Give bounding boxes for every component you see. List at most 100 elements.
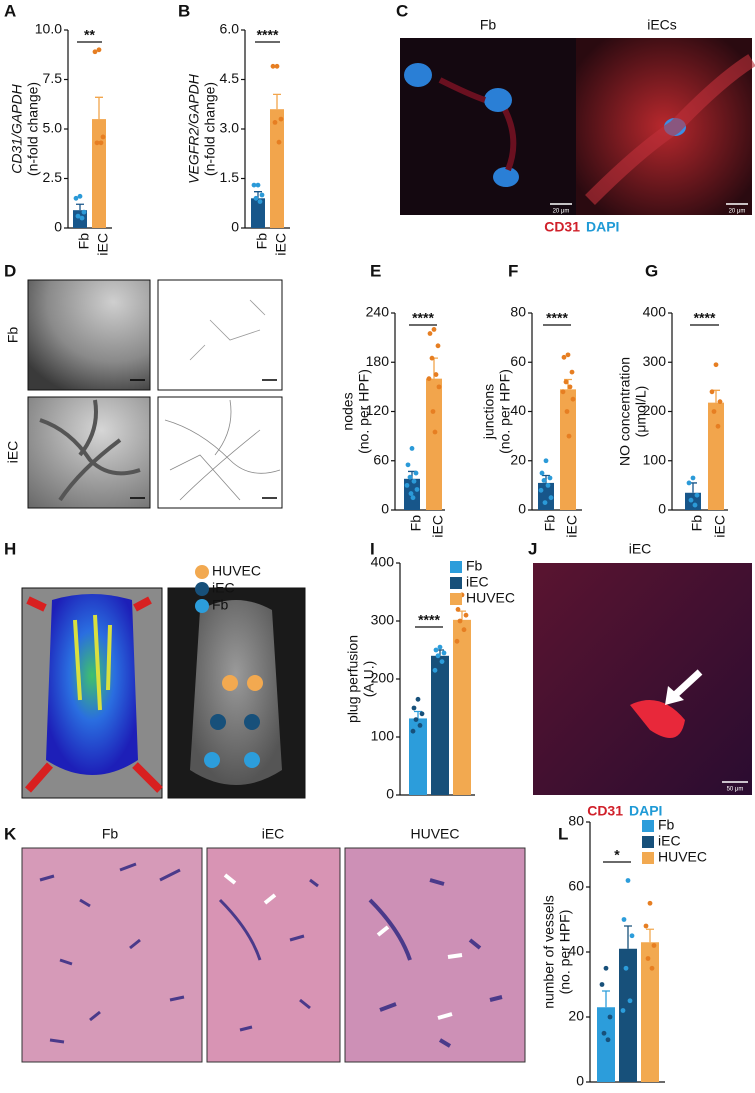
arrow <box>672 669 703 698</box>
y-tick-label: 5.0 <box>43 120 63 136</box>
y-tick-label: 80 <box>510 304 526 320</box>
data-point <box>566 433 572 439</box>
data-point <box>430 409 436 414</box>
significance-label: **** <box>412 310 434 326</box>
bar <box>619 948 637 1082</box>
nuclei <box>368 878 503 1048</box>
network <box>39 399 141 502</box>
image-fb-he <box>21 847 203 1063</box>
scale-bar-label: 50 μm <box>727 787 744 793</box>
scale-bar-label: 20 μm <box>729 209 746 215</box>
y-axis-label: number of vessels <box>541 895 557 1009</box>
x-tick-label: Fb <box>76 233 92 250</box>
y-axis-label: NO concentration <box>617 357 633 466</box>
y-tick-label: 60 <box>373 451 389 467</box>
bar <box>409 718 427 795</box>
data-point <box>651 943 657 948</box>
skeleton <box>164 399 281 501</box>
y-axis-label: VEGFR2/GAPDH <box>186 73 202 184</box>
nucleus <box>484 88 512 112</box>
x-tick-label: iEC <box>430 515 446 538</box>
data-point <box>407 474 413 480</box>
y-tick-label: 200 <box>371 670 395 686</box>
y-tick-label: 4.5 <box>220 70 240 86</box>
y-axis-label: (no. per HPF) <box>557 910 573 995</box>
data-point <box>603 965 609 971</box>
image-fb-skeleton <box>157 279 283 391</box>
column-label: Fb <box>102 826 119 842</box>
vessel <box>630 700 685 738</box>
image-fb <box>400 38 576 215</box>
data-point <box>621 917 627 922</box>
data-point <box>647 900 653 906</box>
panel-letter: J <box>528 539 537 558</box>
legend-marker <box>195 582 209 596</box>
data-point <box>433 372 439 377</box>
data-point <box>270 63 276 69</box>
y-tick-label: 300 <box>643 353 667 369</box>
y-axis-label: (n-fold change) <box>202 82 218 176</box>
data-point <box>435 653 441 659</box>
cell-body <box>438 77 517 172</box>
panel-letter: E <box>370 261 381 280</box>
data-point <box>694 492 700 498</box>
data-point <box>433 647 439 653</box>
panel-letter: L <box>558 824 568 843</box>
data-point <box>435 343 441 349</box>
image-iec-skeleton <box>157 396 283 509</box>
y-tick-label: 0 <box>386 786 394 802</box>
data-point <box>548 495 554 501</box>
data-point <box>455 607 461 612</box>
legend-swatch <box>450 593 462 605</box>
error-bar <box>95 96 103 120</box>
y-tick-label: 10.0 <box>35 21 62 37</box>
bar <box>92 119 106 228</box>
data-point <box>627 998 633 1004</box>
nuclei <box>218 878 319 1032</box>
data-point <box>547 475 553 481</box>
panel-j-image: 50 μm iEC CD31 DAPI <box>533 541 752 819</box>
y-tick-label: 2.5 <box>43 169 63 185</box>
legend-marker <box>195 565 209 579</box>
data-point <box>77 193 83 199</box>
data-point <box>620 1008 626 1013</box>
nucleus <box>493 167 519 187</box>
data-point <box>441 650 447 656</box>
y-tick-label: 60 <box>510 353 526 369</box>
data-point <box>411 705 417 711</box>
skeleton <box>189 299 266 361</box>
data-point <box>690 475 696 481</box>
data-point <box>259 192 265 198</box>
image-title: iEC <box>629 541 652 557</box>
panel-letter: D <box>4 261 16 280</box>
data-point <box>405 462 411 468</box>
thermal-hotspot <box>73 614 112 711</box>
data-point <box>454 638 460 644</box>
legend-label: HUVEC <box>658 849 707 865</box>
data-point <box>429 355 435 361</box>
cell-body <box>585 54 755 205</box>
significance-label: **** <box>418 612 440 628</box>
x-tick-label: iEC <box>273 233 289 256</box>
data-point <box>713 362 719 368</box>
error-bar <box>273 93 281 110</box>
row-label: iEC <box>5 441 21 464</box>
data-point <box>410 728 416 734</box>
data-point <box>625 878 631 883</box>
legend-label: HUVEC <box>212 563 261 579</box>
data-point <box>437 644 443 650</box>
data-point <box>567 384 573 390</box>
bar <box>453 619 471 795</box>
data-point <box>643 923 649 929</box>
data-point <box>542 500 548 506</box>
y-tick-label: 20 <box>510 451 526 467</box>
data-point <box>717 399 723 405</box>
data-point <box>629 933 635 939</box>
data-point <box>457 618 463 624</box>
data-point <box>253 195 259 201</box>
y-axis-label: CD31/GAPDH <box>9 83 25 173</box>
data-point <box>79 215 85 221</box>
y-axis-label: plug perfusion <box>345 635 361 723</box>
stain-label: CD31 <box>587 803 623 819</box>
y-axis-label: (no. per HPF) <box>356 369 372 454</box>
